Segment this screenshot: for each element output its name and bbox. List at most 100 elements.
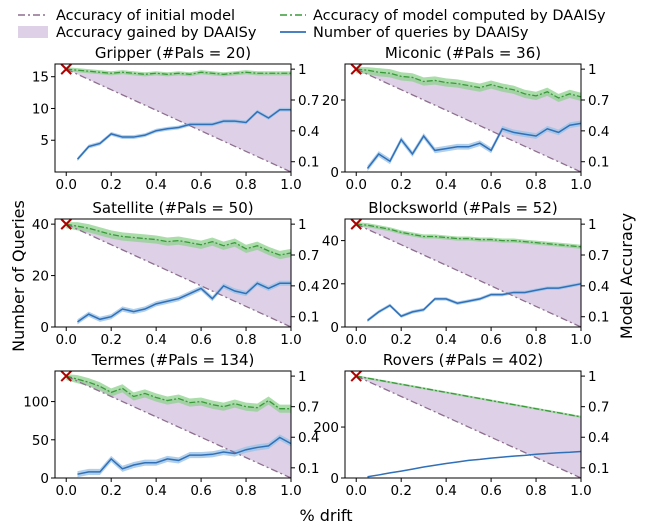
x-tick-label: 0.0 (55, 332, 76, 348)
x-tick-label: 0.4 (435, 177, 456, 193)
queries-line (367, 450, 582, 478)
subplot-title: Termes (#Pals = 134) (91, 351, 255, 369)
subplot-title: Miconic (#Pals = 36) (385, 44, 541, 62)
computed-model-line (66, 375, 291, 410)
y-right-tick-label: 0.1 (298, 461, 319, 477)
y-right-tick-label: 0.7 (588, 400, 609, 416)
x-tick-label: 0.2 (100, 177, 121, 193)
y-right-tick-label: 0.4 (588, 279, 609, 295)
x-tick-label: 0.8 (525, 483, 546, 499)
x-tick-label: 1.0 (570, 332, 591, 348)
subplot-2: Satellite (#Pals = 50) 0.0 0.2 0.4 0.6 0.8 1.0… (32, 199, 320, 348)
initial-model-line (355, 223, 582, 328)
x-tick-label: 0.0 (345, 177, 366, 193)
y-left-tick-label: 0 (330, 471, 339, 487)
y-right-tick-label: 0.7 (588, 93, 609, 109)
y-right-tick-label: 0.1 (588, 155, 609, 171)
y-right-tick-label: 0.7 (298, 400, 319, 416)
legend-gained-label: Accuracy gained by DAAISy (56, 25, 257, 41)
y-right-tick-label: 0.7 (588, 248, 609, 264)
x-tick-label: 0.4 (435, 332, 456, 348)
y-right-tick-label: 1 (298, 62, 307, 78)
y-right-tick-label: 1 (298, 217, 307, 233)
x-tick-label: 0.4 (435, 483, 456, 499)
computed-model-line (356, 68, 582, 99)
subplot-title: Gripper (#Pals = 20) (95, 44, 251, 62)
initial-model-line (65, 223, 292, 328)
panels: Gripper (#Pals = 20) 0.0 0.2 0.4 0.6 0.8 1.0 5 1… (23, 44, 609, 499)
queries-line (77, 282, 291, 323)
subplot-3: Blocksworld (#Pals = 52) 0.0 0.2 0.4 0.6 0.8 1… (322, 199, 610, 348)
y-left-tick-label: 5 (40, 133, 49, 149)
x-tick-label: 0.0 (345, 483, 366, 499)
y-right-tick-label: 1 (588, 62, 597, 78)
start-marker (350, 63, 362, 75)
y-left-tick-label: 100 (23, 395, 49, 411)
y-right-tick-label: 0.1 (298, 155, 319, 171)
y-left-tick-label: 10 (32, 101, 49, 117)
y-right-tick-label: 0.4 (588, 430, 609, 446)
y-left-tick-label: 15 (32, 70, 49, 86)
initial-model-line (355, 375, 582, 479)
y-left-tick-label: 0 (40, 320, 49, 336)
y-right-tick-label: 0.1 (588, 461, 609, 477)
x-tick-label: 0.2 (390, 177, 411, 193)
computed-model-line (356, 223, 582, 248)
y-right-tick-label: 0.4 (588, 124, 609, 140)
x-tick-label: 0.4 (145, 332, 166, 348)
x-tick-label: 0.4 (145, 177, 166, 193)
start-marker (60, 218, 72, 230)
y-left-tick-label: 0 (330, 320, 339, 336)
x-tick-label: 0.6 (480, 483, 501, 499)
right-axis-label: Model Accuracy (617, 213, 636, 339)
legend-gained-swatch (18, 26, 48, 38)
x-tick-label: 0.6 (190, 177, 211, 193)
y-left-tick-label: 20 (32, 269, 49, 285)
legend: Accuracy of initial model Accuracy gaine… (18, 8, 606, 41)
computed-model-line (66, 68, 291, 75)
start-marker (350, 370, 362, 382)
x-tick-label: 0.2 (100, 483, 121, 499)
y-left-tick-label: 40 (322, 234, 339, 250)
y-left-tick-label: 20 (322, 277, 339, 293)
queries-band (367, 120, 581, 172)
y-right-tick-label: 0.1 (588, 310, 609, 326)
x-tick-label: 1.0 (280, 332, 301, 348)
x-tick-label: 0.2 (390, 332, 411, 348)
plot-frame (344, 370, 582, 479)
computed-band (66, 67, 291, 77)
subplot-1: Miconic (#Pals = 36) 0.0 0.2 0.4 0.6 0.8 1.0 0 2… (322, 44, 610, 193)
x-tick-label: 0.0 (55, 483, 76, 499)
y-right-tick-label: 1 (588, 369, 597, 385)
x-tick-label: 0.8 (235, 483, 256, 499)
computed-band (66, 374, 291, 413)
queries-line (77, 436, 292, 475)
start-marker (60, 370, 72, 382)
computed-model-line (356, 375, 582, 418)
plot-frame (54, 63, 292, 173)
plot-frame (344, 63, 582, 173)
x-tick-label: 0.6 (190, 483, 211, 499)
y-right-tick-label: 0.4 (298, 430, 319, 446)
y-right-tick-label: 0.1 (298, 310, 319, 326)
bottom-axis-label: % drift (299, 506, 352, 525)
subplot-0: Gripper (#Pals = 20) 0.0 0.2 0.4 0.6 0.8 1.0 5 1… (32, 44, 320, 193)
y-left-tick-label: 0 (40, 471, 49, 487)
y-left-tick-label: 0 (330, 165, 339, 181)
legend-initial-label: Accuracy of initial model (56, 8, 235, 24)
x-tick-label: 0.6 (190, 332, 211, 348)
x-tick-label: 0.0 (55, 177, 76, 193)
legend-queries-label: Number of queries by DAAISy (313, 25, 529, 41)
x-tick-label: 0.8 (235, 332, 256, 348)
initial-model-line (65, 375, 292, 479)
plot-frame (54, 218, 292, 328)
x-tick-label: 0.6 (480, 177, 501, 193)
queries-line (367, 283, 582, 322)
subplot-title: Rovers (#Pals = 402) (383, 351, 543, 369)
left-axis-label: Number of Queries (9, 200, 28, 352)
x-tick-label: 1.0 (570, 177, 591, 193)
x-tick-label: 0.6 (480, 332, 501, 348)
subplot-title: Satellite (#Pals = 50) (92, 199, 253, 217)
x-tick-label: 0.0 (345, 332, 366, 348)
